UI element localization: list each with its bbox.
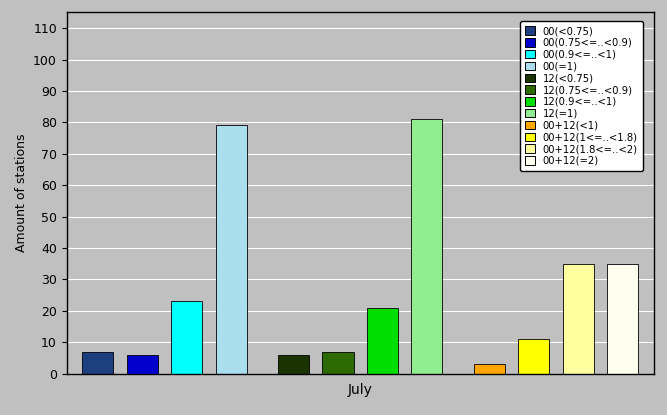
Bar — [412, 119, 442, 374]
Bar — [322, 352, 354, 374]
Bar — [278, 355, 309, 374]
Bar — [127, 355, 158, 374]
Bar — [215, 125, 247, 374]
Bar — [82, 352, 113, 374]
Bar — [562, 264, 594, 374]
Bar — [518, 339, 549, 374]
Bar — [607, 264, 638, 374]
Bar — [367, 308, 398, 374]
Legend: 00(<0.75), 00(0.75<=..<0.9), 00(0.9<=..<1), 00(=1), 12(<0.75), 12(0.75<=..<0.9),: 00(<0.75), 00(0.75<=..<0.9), 00(0.9<=..<… — [520, 21, 643, 171]
Bar — [474, 364, 505, 374]
Y-axis label: Amount of stations: Amount of stations — [15, 134, 27, 252]
Bar — [171, 301, 202, 374]
